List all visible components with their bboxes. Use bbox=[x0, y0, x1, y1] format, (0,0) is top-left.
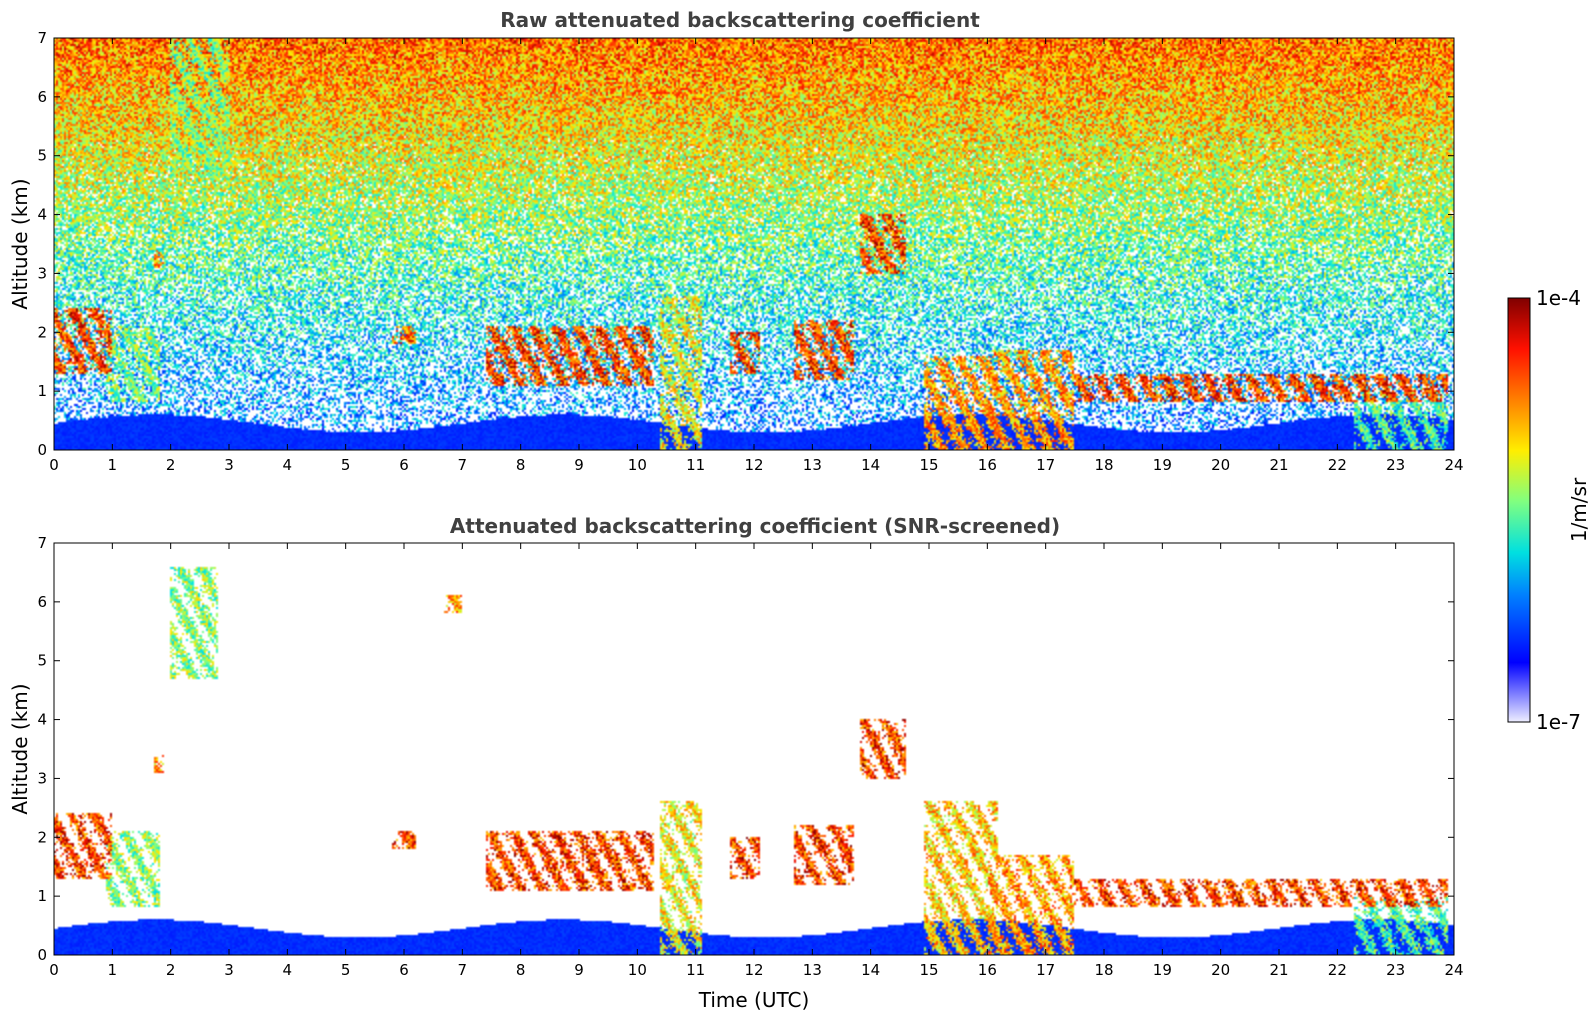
panel-raw-ylabel: Altitude (km) bbox=[8, 178, 32, 309]
y-tick-label: 0 bbox=[37, 441, 47, 459]
y-tick-label: 7 bbox=[37, 29, 47, 47]
x-tick-label: 11 bbox=[686, 961, 705, 979]
x-tick-label: 10 bbox=[628, 961, 647, 979]
x-tick-label: 15 bbox=[919, 456, 938, 474]
colorbar-gradient bbox=[1507, 297, 1531, 723]
panel-screened-ylabel: Altitude (km) bbox=[8, 683, 32, 814]
x-tick-label: 22 bbox=[1328, 961, 1347, 979]
y-tick-label: 5 bbox=[37, 147, 47, 165]
colorbar: 1e-4 1e-7 1/m/sr bbox=[1507, 286, 1591, 734]
x-tick-label: 20 bbox=[1211, 961, 1230, 979]
x-tick-label: 3 bbox=[224, 961, 234, 979]
colorbar-unit-label: 1/m/sr bbox=[1567, 477, 1591, 542]
panel-raw-title: Raw attenuated backscattering coefficien… bbox=[500, 8, 980, 32]
colorbar-max-label: 1e-4 bbox=[1536, 286, 1581, 310]
x-tick-label: 12 bbox=[744, 456, 763, 474]
x-tick-label: 14 bbox=[861, 961, 880, 979]
y-tick-label: 6 bbox=[37, 88, 47, 106]
x-tick-label: 18 bbox=[1094, 961, 1113, 979]
panel-raw-axes: 0 1 2 3 4 5 6 7 8 9 10 11 12 13 14 15 16 17 18 19 20 21 22 23 24… bbox=[37, 29, 1463, 474]
x-tick-label: 2 bbox=[166, 456, 176, 474]
x-tick-label: 20 bbox=[1211, 456, 1230, 474]
x-tick-label: 19 bbox=[1153, 456, 1172, 474]
colorbar-min-label: 1e-7 bbox=[1536, 710, 1581, 734]
y-tick-label: 5 bbox=[37, 652, 47, 670]
x-tick-label: 7 bbox=[458, 961, 468, 979]
x-tick-label: 3 bbox=[224, 456, 234, 474]
panel-screened-title: Attenuated backscattering coefficient (S… bbox=[450, 514, 1060, 538]
y-tick-label: 0 bbox=[37, 946, 47, 964]
panel-screened-xlabel: Time (UTC) bbox=[698, 988, 810, 1012]
y-tick-label: 6 bbox=[37, 593, 47, 611]
x-tick-label: 19 bbox=[1153, 961, 1172, 979]
x-tick-label: 17 bbox=[1036, 456, 1055, 474]
x-tick-label: 23 bbox=[1386, 961, 1405, 979]
x-tick-label: 4 bbox=[283, 961, 293, 979]
y-tick-label: 4 bbox=[37, 711, 47, 729]
x-tick-label: 8 bbox=[516, 456, 526, 474]
x-tick-label: 17 bbox=[1036, 961, 1055, 979]
panel-screened: Attenuated backscattering coefficient (S… bbox=[8, 514, 1464, 1012]
x-tick-label: 16 bbox=[978, 961, 997, 979]
x-tick-label: 5 bbox=[341, 961, 351, 979]
x-tick-label: 14 bbox=[861, 456, 880, 474]
x-tick-label: 15 bbox=[919, 961, 938, 979]
x-tick-label: 10 bbox=[628, 456, 647, 474]
x-tick-label: 23 bbox=[1386, 456, 1405, 474]
x-tick-label: 24 bbox=[1444, 961, 1463, 979]
x-tick-label: 13 bbox=[803, 456, 822, 474]
x-tick-label: 1 bbox=[108, 456, 118, 474]
panel-screened-heatmap bbox=[54, 543, 1454, 955]
x-tick-label: 18 bbox=[1094, 456, 1113, 474]
panel-raw-heatmap bbox=[54, 38, 1454, 450]
x-tick-label: 1 bbox=[108, 961, 118, 979]
panel-raw: Raw attenuated backscattering coefficien… bbox=[8, 8, 1464, 474]
y-tick-label: 3 bbox=[37, 769, 47, 787]
x-tick-label: 11 bbox=[686, 456, 705, 474]
x-tick-label: 7 bbox=[458, 456, 468, 474]
y-tick-label: 2 bbox=[37, 828, 47, 846]
x-tick-label: 9 bbox=[574, 456, 584, 474]
x-tick-label: 12 bbox=[744, 961, 763, 979]
x-tick-label: 5 bbox=[341, 456, 351, 474]
x-tick-label: 21 bbox=[1269, 456, 1288, 474]
panel-screened-image bbox=[54, 543, 1454, 955]
y-tick-label: 3 bbox=[37, 264, 47, 282]
x-tick-label: 13 bbox=[803, 961, 822, 979]
x-tick-label: 0 bbox=[49, 456, 59, 474]
x-tick-label: 16 bbox=[978, 456, 997, 474]
x-tick-label: 2 bbox=[166, 961, 176, 979]
x-tick-label: 6 bbox=[399, 456, 409, 474]
y-tick-label: 2 bbox=[37, 323, 47, 341]
x-tick-label: 21 bbox=[1269, 961, 1288, 979]
x-tick-label: 9 bbox=[574, 961, 584, 979]
x-tick-label: 6 bbox=[399, 961, 409, 979]
y-tick-label: 1 bbox=[37, 887, 47, 905]
x-tick-label: 4 bbox=[283, 456, 293, 474]
x-tick-label: 0 bbox=[49, 961, 59, 979]
y-tick-label: 7 bbox=[37, 534, 47, 552]
panel-screened-axes: 0 1 2 3 4 5 6 7 8 9 10 11 12 13 14 15 16 17 18 19 20 21 22 23 24… bbox=[37, 534, 1463, 979]
y-tick-label: 4 bbox=[37, 206, 47, 224]
y-tick-label: 1 bbox=[37, 382, 47, 400]
x-tick-label: 24 bbox=[1444, 456, 1463, 474]
x-tick-label: 22 bbox=[1328, 456, 1347, 474]
x-tick-label: 8 bbox=[516, 961, 526, 979]
panel-raw-image bbox=[54, 38, 1454, 450]
